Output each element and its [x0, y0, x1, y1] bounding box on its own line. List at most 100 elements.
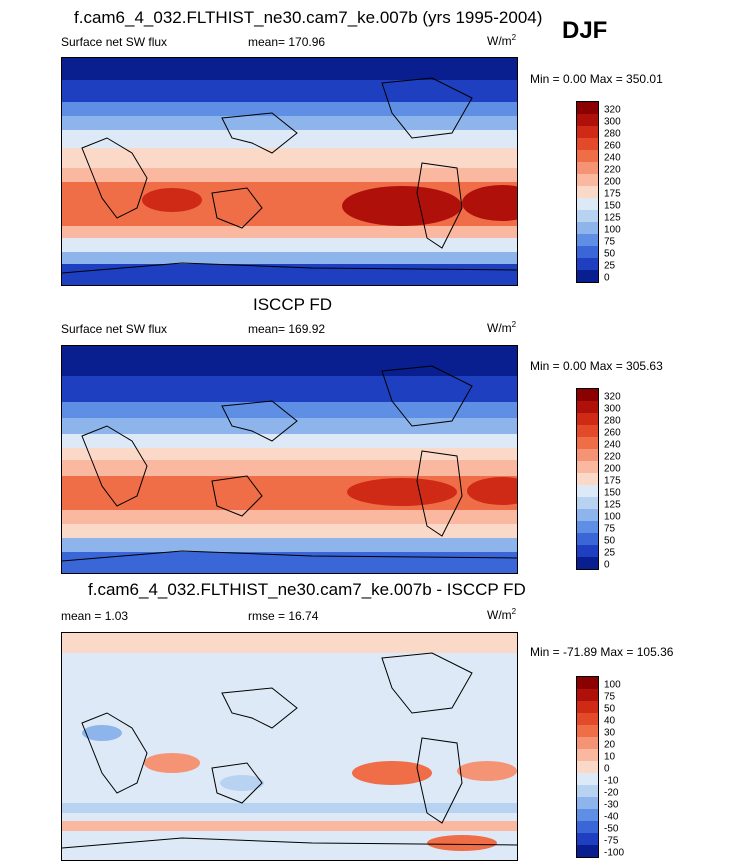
colorbar-tick-label: 125	[604, 499, 621, 511]
panel-2-map-field	[62, 346, 517, 573]
colorbar-tick-label: 150	[604, 487, 621, 499]
colorbar-tick-label: -50	[604, 823, 619, 835]
colorbar-tick-label: 150	[604, 200, 621, 212]
colorbar-box	[577, 509, 598, 521]
panel-1-colorbar	[576, 101, 599, 283]
colorbar-box	[577, 413, 598, 425]
colorbar-box	[577, 186, 598, 198]
colorbar-tick-label: 30	[604, 727, 616, 739]
colorbar-box	[577, 713, 598, 725]
colorbar-tick-label: 260	[604, 427, 621, 439]
colorbar-tick-label: 300	[604, 403, 621, 415]
colorbar-box	[577, 497, 598, 509]
colorbar-box	[577, 689, 598, 701]
colorbar-tick-label: 40	[604, 715, 616, 727]
colorbar-tick-label: 280	[604, 415, 621, 427]
colorbar-tick-label: -100	[604, 847, 625, 859]
colorbar-box	[577, 785, 598, 797]
colorbar-box	[577, 821, 598, 833]
colorbar-tick-label: 20	[604, 739, 616, 751]
panel-1-map-field	[62, 58, 517, 285]
colorbar-box	[577, 437, 598, 449]
colorbar-tick-label: 200	[604, 176, 621, 188]
colorbar-box	[577, 126, 598, 138]
colorbar-box	[577, 521, 598, 533]
panel-2-map	[61, 345, 518, 574]
panel-2-mean-label: mean= 169.92	[248, 322, 326, 336]
colorbar-box	[577, 270, 598, 282]
colorbar-tick-label: 320	[604, 104, 621, 116]
panel-2-units: W/m2	[487, 320, 517, 335]
colorbar-box	[577, 557, 598, 569]
colorbar-box	[577, 761, 598, 773]
colorbar-tick-label: -75	[604, 835, 619, 847]
colorbar-tick-label: 25	[604, 260, 616, 272]
colorbar-box	[577, 809, 598, 821]
colorbar-box	[577, 150, 598, 162]
colorbar-box	[577, 725, 598, 737]
season-label: DJF	[562, 17, 608, 44]
panel-3-mean-label: mean = 1.03	[61, 609, 129, 623]
colorbar-tick-label: 280	[604, 128, 621, 140]
colorbar-box	[577, 833, 598, 845]
colorbar-box	[577, 533, 598, 545]
panel-2-variable-label: Surface net SW flux	[61, 322, 168, 336]
colorbar-tick-label: 50	[604, 535, 616, 547]
panel-3-units: W/m2	[487, 607, 517, 622]
colorbar-box	[577, 797, 598, 809]
colorbar-box	[577, 677, 598, 689]
panel-1-variable-label: Surface net SW flux	[61, 35, 168, 49]
colorbar-tick-label: 25	[604, 547, 616, 559]
panel-3-title: f.cam6_4_032.FLTHIST_ne30.cam7_ke.007b -…	[88, 580, 526, 599]
panel-1-map	[61, 57, 518, 286]
colorbar-tick-label: 50	[604, 703, 616, 715]
colorbar-box	[577, 246, 598, 258]
colorbar-tick-label: 0	[604, 763, 610, 775]
panel-3-minmax: Min = -71.89 Max = 105.36	[530, 645, 674, 659]
colorbar-box	[577, 258, 598, 270]
colorbar-tick-label: -10	[604, 775, 619, 787]
colorbar-tick-label: 125	[604, 212, 621, 224]
colorbar-box	[577, 845, 598, 857]
colorbar-tick-label: 100	[604, 511, 621, 523]
colorbar-tick-label: 75	[604, 691, 616, 703]
colorbar-tick-label: 175	[604, 188, 621, 200]
panel-1-mean-label: mean= 170.96	[248, 35, 326, 49]
colorbar-box	[577, 174, 598, 186]
colorbar-box	[577, 425, 598, 437]
colorbar-box	[577, 162, 598, 174]
panel-3-map	[61, 632, 518, 861]
colorbar-tick-label: 10	[604, 751, 616, 763]
panel-2-colorbar	[576, 388, 599, 570]
colorbar-tick-label: 50	[604, 248, 616, 260]
colorbar-tick-label: 260	[604, 140, 621, 152]
colorbar-tick-label: 75	[604, 523, 616, 535]
colorbar-box	[577, 545, 598, 557]
colorbar-box	[577, 461, 598, 473]
colorbar-tick-label: 0	[604, 272, 610, 284]
colorbar-tick-label: 100	[604, 679, 621, 691]
panel-3-rmse-label: rmse = 16.74	[248, 609, 319, 623]
colorbar-box	[577, 773, 598, 785]
colorbar-tick-label: 200	[604, 463, 621, 475]
colorbar-tick-label: 100	[604, 224, 621, 236]
colorbar-box	[577, 198, 598, 210]
colorbar-tick-label: 240	[604, 152, 621, 164]
colorbar-tick-label: 75	[604, 236, 616, 248]
colorbar-box	[577, 222, 598, 234]
panel-2-minmax: Min = 0.00 Max = 305.63	[530, 359, 663, 373]
colorbar-box	[577, 210, 598, 222]
colorbar-tick-label: -40	[604, 811, 619, 823]
colorbar-tick-label: -30	[604, 799, 619, 811]
colorbar-box	[577, 102, 598, 114]
panel-1-units: W/m2	[487, 33, 517, 48]
colorbar-tick-label: 175	[604, 475, 621, 487]
colorbar-box	[577, 138, 598, 150]
colorbar-tick-label: 220	[604, 451, 621, 463]
colorbar-tick-label: 240	[604, 439, 621, 451]
colorbar-box	[577, 737, 598, 749]
colorbar-box	[577, 114, 598, 126]
colorbar-box	[577, 401, 598, 413]
panel-1-title: f.cam6_4_032.FLTHIST_ne30.cam7_ke.007b (…	[74, 8, 543, 27]
colorbar-box	[577, 701, 598, 713]
